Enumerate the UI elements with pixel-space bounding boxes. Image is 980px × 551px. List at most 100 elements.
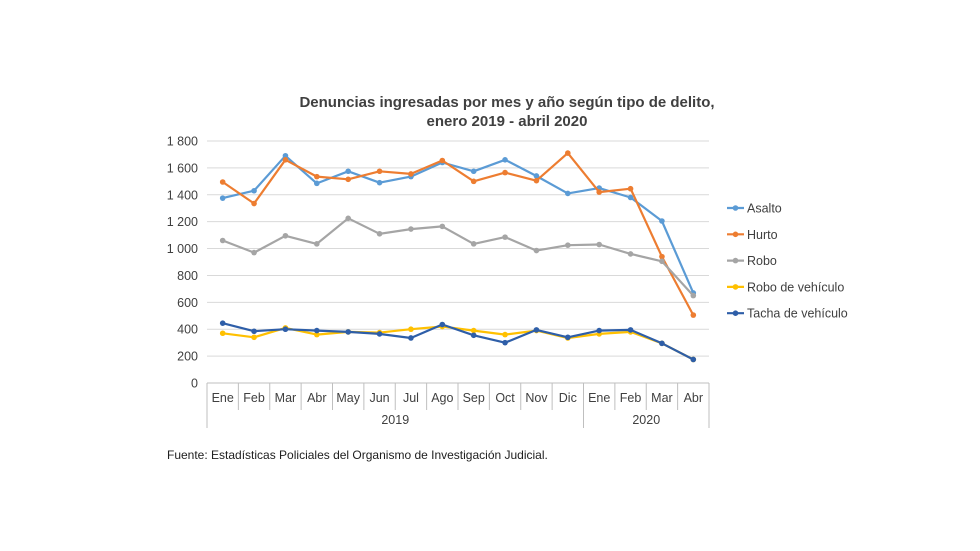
x-tick-label: Abr	[684, 391, 703, 405]
data-point	[690, 356, 697, 363]
data-point	[565, 242, 571, 248]
x-tick-label: Mar	[275, 391, 297, 405]
data-point	[408, 226, 414, 232]
data-point	[314, 327, 320, 334]
legend-item: Tacha de vehículo	[727, 307, 848, 321]
data-point	[533, 173, 540, 179]
y-tick-label: 800	[177, 269, 198, 283]
x-tick-label: Ene	[588, 391, 610, 405]
data-point	[314, 241, 320, 247]
data-point	[251, 249, 257, 256]
x-tick-label: Sep	[463, 391, 485, 405]
year-group-label: 2020	[632, 413, 660, 427]
data-point	[439, 321, 446, 328]
series-tacha-de-vehículo	[219, 320, 697, 363]
legend-label: Tacha de vehículo	[747, 307, 848, 321]
data-point	[596, 241, 602, 248]
data-point	[627, 194, 634, 201]
data-point	[282, 152, 289, 159]
legend-item: Robo	[727, 254, 777, 268]
data-point	[345, 215, 351, 222]
y-tick-label: 1 000	[167, 242, 198, 256]
data-point	[439, 157, 446, 164]
data-point	[470, 332, 477, 339]
gridlines	[207, 140, 709, 384]
data-point	[314, 173, 320, 180]
data-point	[690, 292, 697, 299]
legend-label: Robo	[747, 254, 777, 268]
series-hurto	[219, 150, 697, 318]
data-point	[470, 168, 477, 175]
data-point	[470, 178, 477, 185]
legend-label: Hurto	[747, 228, 778, 242]
data-point	[219, 195, 226, 201]
series-line	[222, 325, 694, 361]
data-point	[470, 241, 477, 247]
data-point	[690, 312, 697, 318]
data-point	[376, 179, 383, 186]
data-point	[314, 331, 320, 338]
data-point	[565, 190, 571, 197]
legend-swatch-marker	[732, 205, 739, 211]
legend-swatch-marker	[732, 284, 739, 290]
legend-item: Asalto	[727, 202, 782, 216]
y-tick-label: 0	[191, 377, 198, 391]
data-point	[376, 230, 383, 237]
source-note: Fuente: Estadísticas Policiales del Orga…	[167, 448, 548, 462]
year-group-label: 2019	[381, 413, 409, 427]
x-tick-label: Oct	[495, 391, 515, 405]
data-point	[282, 326, 289, 333]
data-point	[251, 187, 257, 194]
legend-swatch-marker	[732, 310, 739, 317]
data-point	[502, 339, 508, 346]
data-point	[282, 157, 289, 163]
x-tick-label: Nov	[525, 391, 548, 405]
y-tick-label: 200	[177, 350, 198, 364]
data-point	[251, 334, 257, 341]
series-line	[222, 217, 695, 297]
data-point	[314, 180, 320, 187]
legend-swatch-marker	[732, 257, 739, 264]
x-tick-label: Jun	[369, 391, 389, 405]
data-point	[565, 150, 571, 156]
series-lines	[219, 150, 697, 363]
data-point	[408, 326, 414, 333]
data-point	[659, 253, 665, 260]
data-point	[219, 237, 226, 244]
data-point	[502, 331, 508, 338]
data-point	[502, 157, 508, 163]
data-point	[659, 258, 665, 265]
data-point	[439, 223, 446, 230]
chart-title-line-1: Denuncias ingresadas por mes y año según…	[299, 94, 714, 111]
series-line	[222, 322, 694, 361]
data-point	[502, 169, 508, 176]
series-asalto	[219, 152, 697, 296]
data-point	[502, 234, 508, 240]
data-point	[219, 179, 226, 185]
data-point	[596, 327, 602, 334]
y-tick-label: 600	[177, 296, 198, 310]
legend-swatch-marker	[732, 231, 739, 238]
y-tick-label: 1 800	[167, 135, 198, 149]
data-point	[408, 335, 414, 341]
y-tick-label: 400	[177, 323, 198, 337]
data-point	[627, 185, 634, 192]
data-point	[659, 218, 665, 224]
data-point	[659, 340, 665, 347]
data-point	[282, 232, 289, 239]
legend-label: Asalto	[747, 202, 782, 216]
x-tick-label: May	[336, 391, 360, 405]
legend: Asalto Hurto Robo Robo de vehículo Tacha de …	[727, 202, 848, 321]
data-point	[251, 200, 257, 207]
y-tick-label: 1 600	[167, 161, 198, 175]
series-robo	[219, 215, 697, 299]
data-point	[345, 329, 351, 335]
y-tick-label: 1 400	[167, 188, 198, 202]
x-axis: Ene Feb Mar Abr May Jun Jul Ago Sep Oct Nov Dic Ene F…	[206, 382, 710, 428]
chart-title-line-2: enero 2019 - abril 2020	[427, 113, 588, 130]
x-tick-label: Feb	[620, 391, 642, 405]
x-tick-label: Mar	[651, 391, 673, 405]
legend-item: Hurto	[727, 228, 778, 242]
data-point	[533, 327, 540, 333]
